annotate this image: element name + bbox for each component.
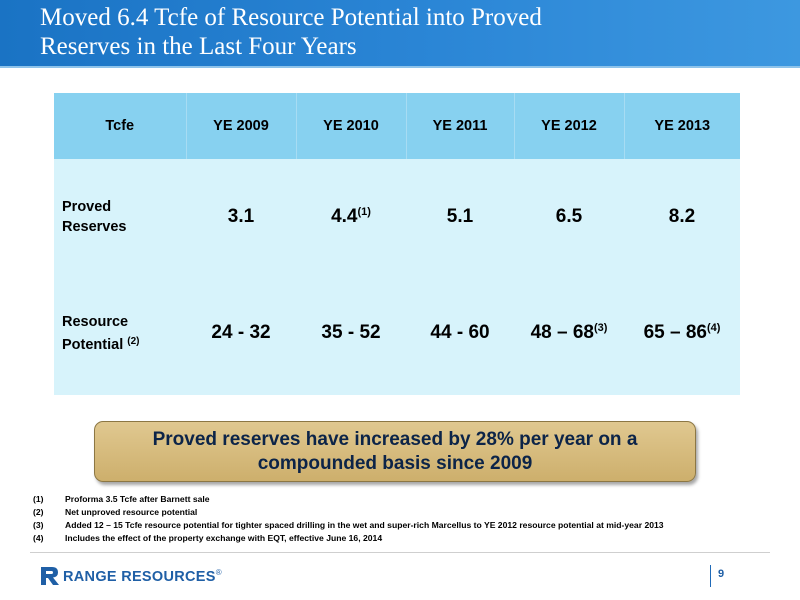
callout-line-1: Proved reserves have increased by 28% pe… bbox=[152, 429, 638, 450]
range-logo-icon bbox=[41, 567, 59, 585]
footnote-ref: (1) bbox=[357, 206, 371, 218]
footnote-number: (2) bbox=[33, 507, 44, 517]
cell-value: 6.5 bbox=[555, 206, 583, 227]
column-header-ye-2012: YE 2012 bbox=[514, 93, 625, 159]
footnote-ref: (3) bbox=[593, 322, 608, 334]
table-cell: 35 - 52 bbox=[296, 271, 406, 395]
table-cell: 5.1 bbox=[406, 159, 514, 271]
column-header-ye-2010: YE 2010 bbox=[296, 93, 407, 159]
header-bar: Moved 6.4 Tcfe of Resource Potential int… bbox=[0, 0, 800, 66]
row-label-resource-potential: Resource Potential (2) bbox=[54, 271, 186, 395]
table-cell: 8.2 bbox=[624, 159, 740, 271]
column-header-ye-2009: YE 2009 bbox=[186, 93, 297, 159]
footer-divider bbox=[30, 552, 770, 553]
row-label-line-2: Potential bbox=[62, 336, 124, 353]
page-title: Moved 6.4 Tcfe of Resource Potential int… bbox=[40, 3, 780, 61]
table-cell: 24 - 32 bbox=[186, 271, 296, 395]
registered-mark: ® bbox=[215, 567, 222, 577]
column-header-ye-2013: YE 2013 bbox=[624, 93, 740, 159]
footnote-item: (3) Added 12 – 15 Tcfe resource potentia… bbox=[33, 519, 773, 532]
logo-wordmark: RANGE RESOURCES® bbox=[63, 568, 222, 585]
table-cell: 6.5 bbox=[514, 159, 624, 271]
cell-value: 24 - 32 bbox=[211, 322, 271, 343]
column-header-unit: Tcfe bbox=[54, 93, 187, 159]
footnote-item: (4) Includes the effect of the property … bbox=[33, 532, 773, 545]
cell-value: 35 - 52 bbox=[321, 322, 381, 343]
table-cell: 4.4(1) bbox=[296, 159, 406, 271]
table-cell: 3.1 bbox=[186, 159, 296, 271]
table-header-row: Tcfe YE 2009 YE 2010 YE 2011 YE 2012 YE … bbox=[54, 93, 740, 159]
cell-value: 8.2 bbox=[668, 206, 696, 227]
callout-box: Proved reserves have increased by 28% pe… bbox=[94, 421, 696, 482]
reserves-table: Tcfe YE 2009 YE 2010 YE 2011 YE 2012 YE … bbox=[54, 93, 740, 395]
footnote-item: (2) Net unproved resource potential bbox=[33, 506, 773, 519]
footnote-number: (1) bbox=[33, 494, 44, 504]
footnote-text: Includes the effect of the property exch… bbox=[65, 533, 383, 543]
cell-value: 65 – 86 bbox=[643, 322, 707, 343]
cell-value: 4.4 bbox=[331, 206, 358, 227]
page-number: 9 bbox=[718, 568, 725, 580]
page-title-line-2: Reserves in the Last Four Years bbox=[40, 33, 357, 60]
footnote-text: Proforma 3.5 Tcfe after Barnett sale bbox=[65, 494, 210, 504]
cell-value: 3.1 bbox=[227, 206, 255, 227]
row-label-line-1: Resource bbox=[62, 313, 129, 330]
cell-value: 5.1 bbox=[446, 206, 474, 227]
row-label-line-1: Proved bbox=[62, 199, 112, 215]
callout-line-2: compounded basis since 2009 bbox=[257, 453, 533, 474]
cell-value: 44 - 60 bbox=[430, 322, 490, 343]
table-cell: 44 - 60 bbox=[406, 271, 514, 395]
header-divider bbox=[0, 66, 800, 68]
logo-text: RANGE RESOURCES bbox=[63, 568, 216, 585]
footnote-ref: (4) bbox=[706, 322, 721, 334]
cell-value: 48 – 68 bbox=[530, 322, 594, 343]
footnote-text: Net unproved resource potential bbox=[65, 507, 198, 517]
row-label-proved-reserves: Proved Reserves bbox=[54, 159, 186, 271]
footnote-item: (1) Proforma 3.5 Tcfe after Barnett sale bbox=[33, 493, 773, 506]
table-row-resource-potential: Resource Potential (2) 24 - 32 35 - 52 4… bbox=[54, 271, 740, 395]
reserves-table-container: Tcfe YE 2009 YE 2010 YE 2011 YE 2012 YE … bbox=[54, 93, 740, 395]
row-label-line-2: Reserves bbox=[62, 219, 127, 235]
footnote-text: Added 12 – 15 Tcfe resource potential fo… bbox=[65, 520, 664, 530]
page-title-line-1: Moved 6.4 Tcfe of Resource Potential int… bbox=[40, 4, 542, 31]
footnote-ref: (2) bbox=[127, 335, 140, 347]
page-number-separator bbox=[710, 565, 711, 587]
column-header-ye-2011: YE 2011 bbox=[406, 93, 515, 159]
table-cell: 65 – 86(4) bbox=[624, 271, 740, 395]
footnote-number: (3) bbox=[33, 520, 44, 530]
table-row-proved-reserves: Proved Reserves 3.1 4.4(1) 5.1 6.5 8.2 bbox=[54, 159, 740, 271]
table-cell: 48 – 68(3) bbox=[514, 271, 624, 395]
footnotes: (1) Proforma 3.5 Tcfe after Barnett sale… bbox=[33, 493, 773, 545]
footnote-number: (4) bbox=[33, 533, 44, 543]
company-logo: RANGE RESOURCES® bbox=[40, 566, 222, 586]
